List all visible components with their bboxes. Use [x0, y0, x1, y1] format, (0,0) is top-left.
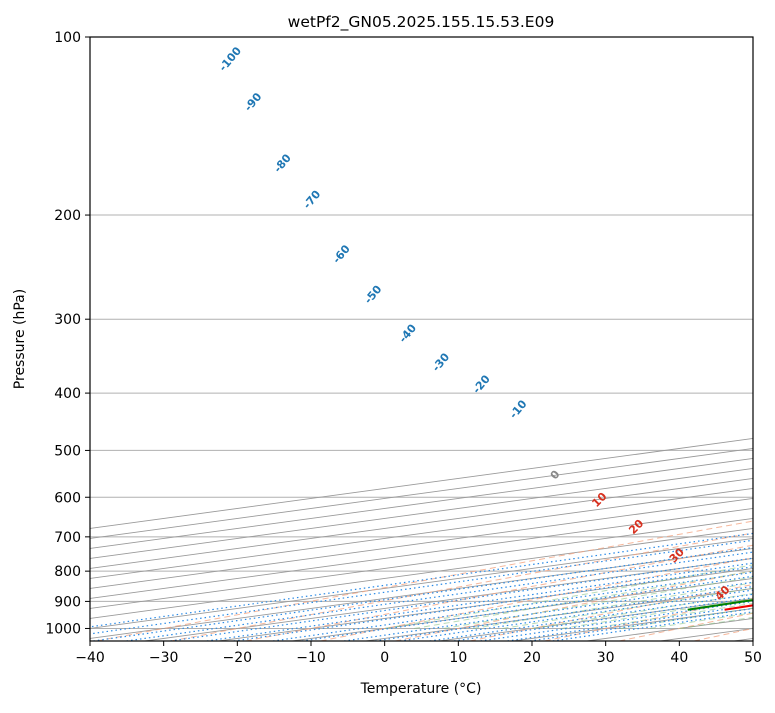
y-tick-label: 1000 [45, 621, 81, 637]
x-tick-label: −20 [223, 650, 253, 666]
x-tick-label: 50 [744, 650, 762, 666]
x-tick-label: 30 [597, 650, 615, 666]
chart-title: wetPf2_GN05.2025.155.15.53.E09 [288, 13, 555, 32]
y-axis-label: Pressure (hPa) [12, 289, 28, 389]
y-tick-label: 900 [54, 594, 81, 610]
x-tick-label: 40 [670, 650, 688, 666]
y-tick-label: 800 [54, 564, 81, 580]
y-tick-label: 300 [54, 312, 81, 328]
x-tick-label: −30 [149, 650, 179, 666]
y-tick-label: 600 [54, 490, 81, 506]
x-tick-label: −40 [75, 650, 105, 666]
x-axis-label: Temperature (°C) [360, 681, 482, 697]
y-tick-label: 500 [54, 443, 81, 459]
y-tick-label: 400 [54, 386, 81, 402]
x-tick-label: −10 [296, 650, 326, 666]
x-tick-label: 10 [449, 650, 467, 666]
y-tick-label: 200 [54, 208, 81, 224]
y-tick-label: 100 [54, 30, 81, 46]
x-tick-label: 0 [380, 650, 389, 666]
y-tick-label: 700 [54, 530, 81, 546]
x-tick-label: 20 [523, 650, 541, 666]
